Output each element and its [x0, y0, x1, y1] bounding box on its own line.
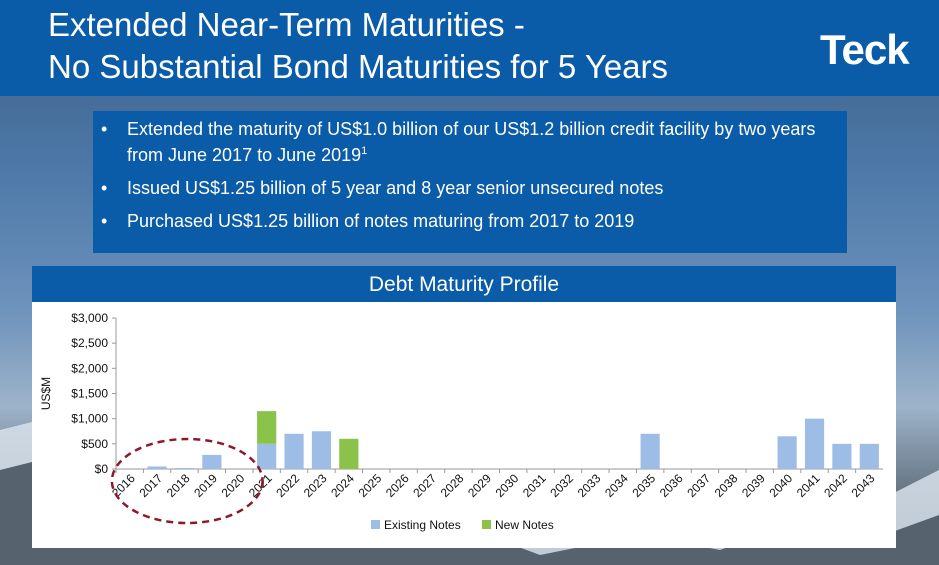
x-tick-label: 2021 — [246, 471, 275, 500]
chart-panel: Debt Maturity Profile $0 $500 $1,000 $1,500… — [32, 266, 896, 548]
x-tick-label: 2028 — [438, 471, 467, 500]
bullet-text: Purchased US$1.25 billion of notes matur… — [127, 211, 635, 231]
bullet-item: Extended the maturity of US$1.0 billion … — [101, 118, 847, 166]
bar-existing-2040 — [777, 436, 797, 469]
x-tick-label: 2041 — [794, 471, 823, 500]
x-tick-label: 2020 — [219, 471, 248, 500]
bar-existing-2022 — [284, 433, 304, 469]
legend-label: Existing Notes — [384, 518, 461, 532]
x-tick-label: 2037 — [684, 471, 713, 500]
x-tick-label: 2018 — [164, 471, 193, 500]
x-tick-label: 2023 — [301, 471, 330, 500]
bar-existing-2035 — [640, 433, 660, 469]
x-tick-label: 2022 — [273, 471, 302, 500]
x-tick-label: 2031 — [520, 471, 549, 500]
x-tick-label: 2029 — [465, 471, 494, 500]
x-tick-label: 2038 — [712, 471, 741, 500]
slide-header: Extended Near-Term Maturities - No Subst… — [0, 0, 939, 96]
bullet-text: Issued US$1.25 billion of 5 year and 8 y… — [127, 178, 664, 198]
y-axis-label: US$M — [39, 377, 53, 410]
x-tick-label: 2030 — [493, 471, 522, 500]
bullet-item: Purchased US$1.25 billion of notes matur… — [101, 210, 847, 232]
bullet-text: Extended the maturity of US$1.0 billion … — [127, 119, 816, 165]
x-tick-label: 2040 — [766, 471, 795, 500]
x-tick-label: 2025 — [356, 471, 385, 500]
x-tick-label: 2039 — [739, 471, 768, 500]
legend-label: New Notes — [495, 518, 554, 532]
bullet-item: Issued US$1.25 billion of 5 year and 8 y… — [101, 177, 847, 199]
x-tick-label: 2035 — [630, 471, 659, 500]
bar-existing-2018 — [174, 467, 195, 469]
x-tick-label: 2033 — [575, 471, 604, 500]
y-tick-label: $3,000 — [71, 311, 108, 325]
x-tick-label: 2027 — [410, 471, 439, 500]
bullet-panel: Extended the maturity of US$1.0 billion … — [93, 111, 847, 253]
y-tick-label: $500 — [81, 437, 108, 451]
x-tick-label: 2043 — [849, 471, 878, 500]
x-tick-label: 2034 — [602, 471, 631, 500]
bar-existing-2017 — [147, 466, 167, 469]
bar-existing-2019 — [202, 454, 222, 469]
slide-title: Extended Near-Term Maturities - No Subst… — [48, 4, 668, 88]
footnote-marker: 1 — [361, 145, 368, 157]
teck-logo: Teck — [820, 26, 910, 73]
x-tick-label: 2017 — [136, 471, 165, 500]
bar-existing-2023 — [311, 431, 332, 469]
legend-swatch — [371, 520, 380, 529]
y-tick-label: $2,500 — [71, 336, 108, 350]
x-tick-label: 2026 — [383, 471, 412, 500]
x-tick-label: 2032 — [547, 471, 576, 500]
bar-new-2021 — [257, 411, 277, 444]
y-tick-label: $2,000 — [71, 361, 108, 375]
bar-existing-2042 — [832, 443, 852, 469]
x-tick-label: 2019 — [191, 471, 220, 500]
debt-maturity-chart: $0 $500 $1,000 $1,500 $2,000 $2,500 $3,000 US$M… — [39, 311, 883, 532]
y-tick-label: $0 — [95, 462, 109, 476]
y-tick-label: $1,500 — [71, 387, 108, 401]
title-line-1: Extended Near-Term Maturities - — [48, 6, 525, 43]
bar-existing-2043 — [859, 443, 879, 469]
bar-existing-2021 — [257, 443, 277, 469]
highlight-ellipse — [110, 437, 264, 525]
chart-title: Debt Maturity Profile — [32, 266, 896, 302]
bar-new-2024 — [339, 438, 359, 469]
legend-swatch — [482, 520, 491, 529]
y-tick-label: $1,000 — [71, 412, 108, 426]
bar-existing-2041 — [804, 418, 825, 469]
x-tick-label: 2042 — [821, 471, 850, 500]
title-line-2: No Substantial Bond Maturities for 5 Yea… — [48, 48, 669, 85]
x-tick-label: 2024 — [328, 471, 357, 500]
x-tick-label: 2036 — [657, 471, 686, 500]
